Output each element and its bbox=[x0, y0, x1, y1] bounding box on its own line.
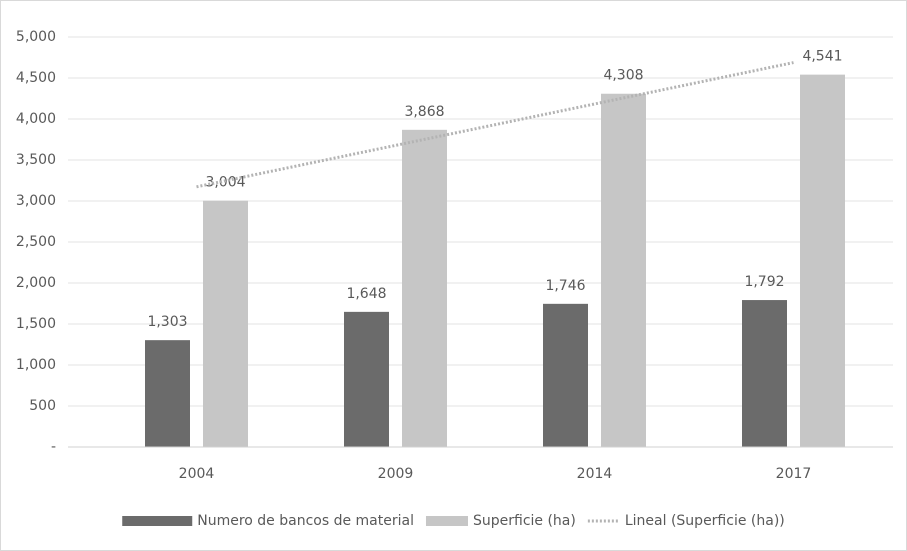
y-tick-label: 4,500 bbox=[16, 70, 56, 86]
legend-label: Lineal (Superficie (ha)) bbox=[625, 513, 785, 529]
data-label: 3,004 bbox=[205, 175, 245, 191]
bar bbox=[543, 303, 588, 447]
data-label: 1,303 bbox=[147, 314, 187, 330]
x-tick-label: 2014 bbox=[577, 466, 613, 482]
y-tick-label: 2,000 bbox=[16, 275, 56, 291]
data-label: 1,648 bbox=[346, 286, 386, 302]
x-tick-label: 2009 bbox=[378, 466, 414, 482]
trend-line bbox=[196, 61, 794, 189]
bar bbox=[601, 93, 646, 447]
bar bbox=[203, 200, 248, 447]
bar bbox=[402, 129, 447, 447]
y-tick-label: 5,000 bbox=[16, 29, 56, 45]
bar bbox=[742, 300, 787, 447]
y-tick-label: 4,000 bbox=[16, 111, 56, 127]
legend-swatch bbox=[122, 516, 193, 526]
data-label: 4,308 bbox=[603, 68, 643, 84]
legend-swatch bbox=[425, 516, 468, 526]
y-tick-label: 500 bbox=[29, 398, 56, 414]
x-tick-label: 2004 bbox=[179, 466, 215, 482]
x-tick-label: 2017 bbox=[776, 466, 812, 482]
y-tick-label: 1,500 bbox=[16, 316, 56, 332]
y-tick-label: 3,000 bbox=[16, 193, 56, 209]
data-label: 1,792 bbox=[744, 274, 784, 290]
bar bbox=[344, 311, 389, 447]
y-tick-label: - bbox=[51, 439, 56, 455]
y-tick-label: 3,500 bbox=[16, 152, 56, 168]
bar bbox=[800, 74, 845, 447]
y-tick-label: 1,000 bbox=[16, 357, 56, 373]
data-label: 4,541 bbox=[802, 49, 842, 65]
legend-label: Numero de bancos de material bbox=[197, 513, 414, 529]
data-label: 1,746 bbox=[545, 278, 585, 294]
data-label: 3,868 bbox=[404, 104, 444, 120]
bar bbox=[145, 340, 190, 447]
y-tick-label: 2,500 bbox=[16, 234, 56, 250]
legend-label: Superficie (ha) bbox=[473, 513, 576, 529]
